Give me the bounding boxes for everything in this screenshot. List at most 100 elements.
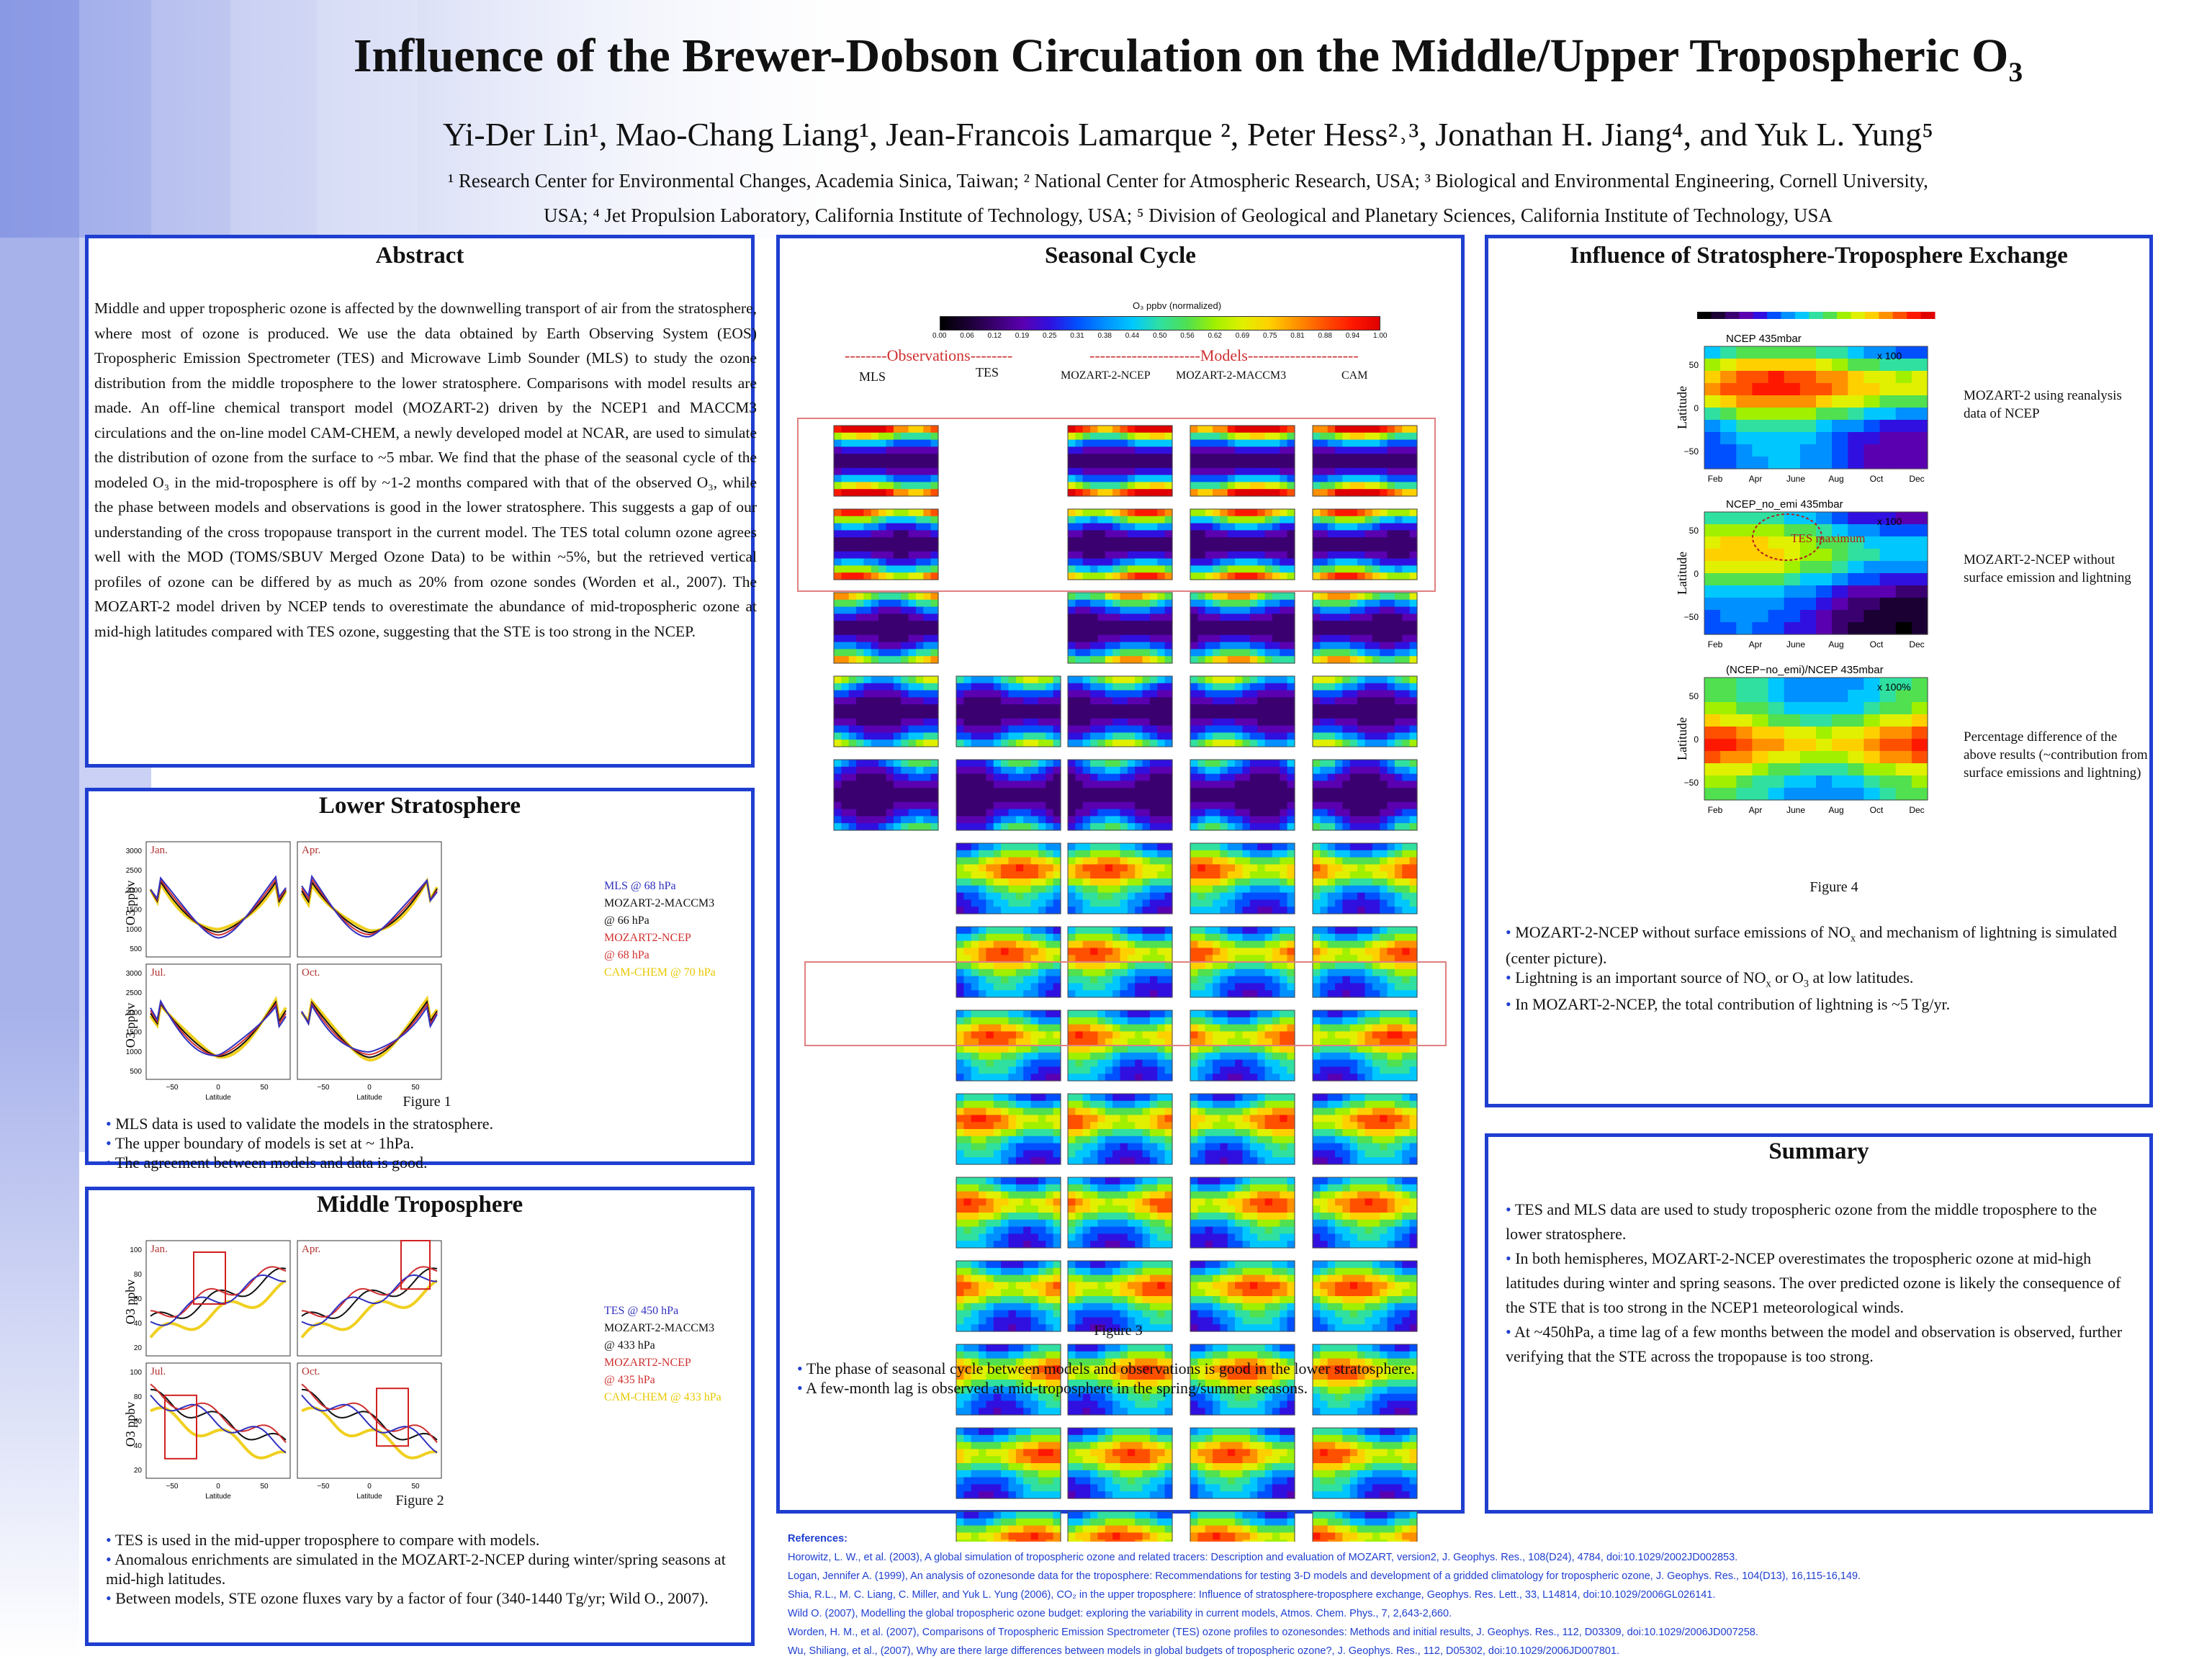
plot-frame xyxy=(145,841,291,958)
y-tick-label: 80 xyxy=(134,1393,143,1401)
x-axis-label: Latitude xyxy=(356,1493,382,1501)
figure-4-caption: Figure 4 xyxy=(1809,879,1858,895)
seasonal-map-tile xyxy=(1190,1260,1295,1332)
colorbar-tick: 0.75 xyxy=(1263,332,1277,340)
seasonal-map-tile xyxy=(956,842,1061,914)
x-tick-label: 50 xyxy=(411,1483,420,1491)
seasonal-map-tile xyxy=(956,1093,1061,1165)
series-line xyxy=(300,995,439,1062)
seasonal-cycle-panel: Seasonal Cycle O₃ ppbv (normalized) 0.00… xyxy=(776,235,1465,1542)
seasonal-map-tile xyxy=(833,425,939,497)
series-line xyxy=(150,1274,286,1326)
seasonal-map-tile xyxy=(1067,425,1173,497)
figure-2-plots: Jan. 100 80 60 40 20 Apr. Jul. 100 80 60 40 20 −50 0 50… xyxy=(123,1240,442,1501)
x-tick-label: 0 xyxy=(216,1084,220,1092)
colorbar-tick: 0.38 xyxy=(1097,332,1112,340)
y-tick-label: 2000 xyxy=(126,1009,143,1017)
map-title: NCEP 435mbar xyxy=(1726,333,1802,345)
legend-entry: MLS @ 68 hPa xyxy=(604,880,676,892)
month-tick: Oct xyxy=(1870,805,1884,815)
bullet-item: • In both hemispheres, MOZART-2-NCEP ove… xyxy=(1506,1249,2121,1316)
series-line xyxy=(301,874,438,938)
reference-item[interactable]: Wu, Shiliang, et al., (2007), Why are th… xyxy=(788,1645,1620,1657)
seasonal-map-tile xyxy=(1312,1344,1418,1416)
mini-colorbar-cell xyxy=(1781,312,1796,319)
seasonal-map-tile xyxy=(1312,1010,1418,1082)
bullet-item: • At ~450hPa, a time lag of a few months… xyxy=(1506,1323,2123,1365)
lat-tick: 50 xyxy=(1689,360,1699,370)
seasonal-map-tile xyxy=(833,675,939,747)
seasonal-bullets: • The phase of seasonal cycle between mo… xyxy=(797,1359,1445,1398)
column-ncep: MOZART-2-NCEP xyxy=(1061,369,1151,382)
bullet-item: • The phase of seasonal cycle between mo… xyxy=(797,1359,1415,1377)
month-tick: Aug xyxy=(1828,639,1843,649)
panel-label: Oct. xyxy=(302,967,320,979)
legend-entry: CAM-CHEM @ 433 hPa xyxy=(604,1391,721,1403)
seasonal-map-tile xyxy=(1067,1511,1173,1542)
seasonal-map-tile xyxy=(1190,926,1295,998)
figure-2-caption: Figure 2 xyxy=(395,1493,444,1509)
mini-colorbar-cell xyxy=(1753,312,1768,319)
reference-item[interactable]: Horowitz, L. W., et al. (2003), A global… xyxy=(788,1552,1738,1563)
series-line xyxy=(149,1279,287,1339)
reference-item[interactable]: Wild O. (2007), Modelling the global tro… xyxy=(788,1608,1452,1619)
colorbar-tick: 1.00 xyxy=(1373,332,1388,340)
seasonal-map-tile xyxy=(1190,425,1295,497)
month-tick: Oct xyxy=(1870,474,1884,484)
y-tick-label: 100 xyxy=(130,1246,142,1254)
abstract-heading: Abstract xyxy=(375,243,464,269)
seasonal-map-tile xyxy=(833,759,939,831)
highlight-box xyxy=(797,418,1436,592)
seasonal-heading: Seasonal Cycle xyxy=(1045,243,1196,269)
x-tick-label: 0 xyxy=(367,1084,372,1092)
y-tick-label: 1000 xyxy=(126,1048,143,1056)
map-title: (NCEP−no_emi)/NCEP 435mbar xyxy=(1726,664,1884,676)
seasonal-map-tile xyxy=(1190,1177,1295,1249)
ste-map xyxy=(1704,511,1928,635)
x-tick-label: −50 xyxy=(318,1483,330,1491)
plot-frame xyxy=(297,963,442,1080)
mini-colorbar-cell xyxy=(1879,312,1894,319)
month-tick: Oct xyxy=(1870,639,1884,649)
seasonal-map-tile xyxy=(1067,759,1173,831)
seasonal-map-tile xyxy=(833,508,939,580)
y-tick-label: 20 xyxy=(134,1344,143,1352)
colorbar-tick: 0.25 xyxy=(1043,332,1057,340)
seasonal-map-tile xyxy=(1312,1427,1418,1499)
legend-entry: TES @ 450 hPa xyxy=(604,1305,679,1317)
reference-item[interactable]: Worden, H. M., et al. (2007), Comparison… xyxy=(788,1627,1758,1638)
y-tick-label: 1500 xyxy=(126,907,143,914)
reference-item[interactable]: Logan, Jennifer A. (1999), An analysis o… xyxy=(788,1570,1861,1582)
panel-label: Oct. xyxy=(302,1366,320,1377)
seasonal-map-tile xyxy=(1190,1344,1295,1416)
colorbar-tick: 0.06 xyxy=(960,332,974,340)
plot-frame xyxy=(297,841,442,958)
x-tick-label: −50 xyxy=(166,1084,179,1092)
seasonal-map-tile xyxy=(1190,1093,1295,1165)
reference-item[interactable]: Shia, R.L., M. C. Liang, C. Miller, and … xyxy=(788,1589,1716,1601)
y-tick-label: 1500 xyxy=(126,1029,143,1037)
affiliations-line-1: ¹ Research Center for Environmental Chan… xyxy=(448,170,1928,192)
y-axis-label: O3 ppbv xyxy=(123,881,138,926)
highlight-box xyxy=(164,1394,197,1460)
series-line xyxy=(150,999,287,1056)
plot-frame xyxy=(145,1240,291,1357)
seasonal-colorbar xyxy=(940,316,1380,331)
seasonal-map-tile xyxy=(1312,425,1418,497)
seasonal-map-tile xyxy=(833,592,939,664)
figure-3-caption: Figure 3 xyxy=(1094,1323,1143,1339)
ste-heading: Influence of Stratosphere-Troposphere Ex… xyxy=(1570,243,2068,269)
seasonal-map-tile xyxy=(1312,842,1418,914)
seasonal-map-tile xyxy=(1067,592,1173,664)
y-tick-label: 100 xyxy=(130,1369,142,1377)
seasonal-map-tile xyxy=(956,1427,1061,1499)
colorbar-tick: 0.12 xyxy=(987,332,1002,340)
series-line xyxy=(150,1266,287,1318)
lat-tick: 0 xyxy=(1694,403,1699,413)
colorbar-tick: 0.81 xyxy=(1290,332,1305,340)
ste-desc-1: MOZART-2 using reanalysis data of NCEP xyxy=(1964,388,2122,421)
seasonal-map-tile xyxy=(1190,508,1295,580)
ste-panel: Influence of Stratosphere-Troposphere Ex… xyxy=(1485,235,2153,1107)
models-label: ---------------------Models-------------… xyxy=(1089,346,1359,364)
seasonal-map-tile xyxy=(1067,508,1173,580)
